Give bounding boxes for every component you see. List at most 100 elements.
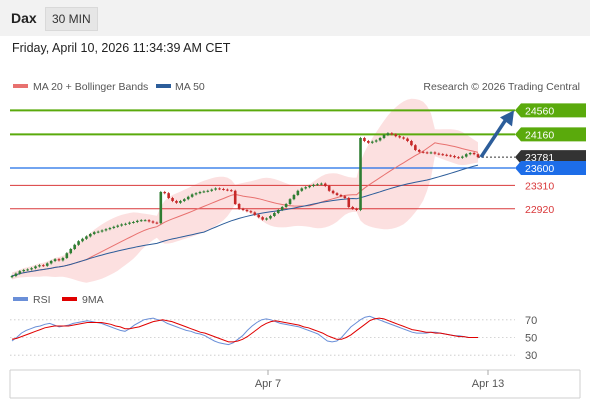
timeframe-button[interactable]: 30 MIN bbox=[45, 7, 98, 31]
candle-body bbox=[280, 207, 284, 210]
candle-body bbox=[378, 138, 382, 141]
candle-body bbox=[406, 138, 409, 141]
candle-body bbox=[433, 152, 437, 154]
candle-body bbox=[394, 134, 398, 137]
candle-body bbox=[151, 221, 155, 223]
candle-body bbox=[89, 234, 92, 237]
level-label-23310: 23310 bbox=[525, 180, 554, 192]
x-tick-label-apr13: Apr 13 bbox=[472, 378, 504, 390]
level-box-24160 bbox=[515, 127, 586, 142]
candle-body bbox=[77, 241, 80, 245]
level-label-24560: 24560 bbox=[525, 105, 554, 117]
ma20-line bbox=[11, 142, 479, 277]
level-label-23600: 23600 bbox=[525, 163, 554, 175]
candle-body bbox=[437, 153, 441, 155]
candle-body bbox=[257, 214, 261, 218]
candle-body bbox=[202, 191, 206, 193]
candle-body bbox=[261, 217, 264, 220]
x-tick-label-apr7: Apr 7 bbox=[255, 378, 281, 390]
candle-body bbox=[421, 151, 425, 153]
candle-body bbox=[136, 220, 139, 222]
candle-body bbox=[30, 268, 33, 270]
candle-body bbox=[112, 226, 116, 228]
candle-body bbox=[323, 183, 327, 186]
candle-body bbox=[339, 195, 343, 197]
level-box-24560 bbox=[515, 103, 586, 118]
rsi-tick-label-30: 30 bbox=[525, 350, 537, 362]
candle-body bbox=[61, 258, 65, 261]
candle-body bbox=[292, 195, 296, 200]
ma20-legend-swatch bbox=[13, 84, 28, 88]
candle-body bbox=[132, 222, 135, 223]
bollinger-band-area bbox=[12, 98, 478, 283]
candle-body bbox=[269, 216, 272, 219]
candle-body bbox=[390, 133, 394, 135]
candle-body bbox=[65, 253, 69, 258]
candle-body bbox=[194, 193, 198, 195]
candle-body bbox=[218, 188, 221, 190]
moving-averages bbox=[11, 142, 479, 277]
candle-body bbox=[190, 194, 194, 197]
candle-body bbox=[476, 154, 480, 158]
candle-body bbox=[69, 249, 73, 254]
candle-body bbox=[241, 208, 245, 210]
rsi-legend: RSI 9MA bbox=[13, 294, 104, 306]
candle-body bbox=[363, 138, 366, 141]
candle-body bbox=[402, 137, 405, 139]
candle-body bbox=[128, 222, 131, 224]
candle-body bbox=[441, 154, 445, 156]
candle-body bbox=[14, 273, 18, 276]
ma50-line bbox=[11, 164, 479, 277]
candle-body bbox=[57, 259, 61, 261]
candle-body bbox=[96, 231, 100, 233]
candle-body bbox=[104, 229, 108, 231]
rsi-legend-swatch bbox=[13, 297, 28, 301]
rsi-line bbox=[11, 315, 478, 346]
candle-body bbox=[210, 189, 214, 191]
candle-body bbox=[370, 141, 374, 143]
price-levels bbox=[10, 109, 515, 210]
candle-body bbox=[171, 198, 174, 201]
candle-body bbox=[198, 192, 202, 194]
candle-body bbox=[163, 192, 167, 194]
candle-body bbox=[108, 228, 112, 230]
candle-body bbox=[265, 218, 268, 220]
candle-body bbox=[139, 220, 143, 222]
bollinger-band bbox=[12, 98, 478, 283]
candle-body bbox=[429, 152, 433, 154]
main-legend: MA 20 + Bollinger Bands MA 50 Research ©… bbox=[13, 81, 580, 93]
candle-body bbox=[253, 212, 257, 215]
candle-body bbox=[22, 270, 26, 272]
rsi-legend-label: RSI bbox=[33, 294, 51, 306]
level-box-23600 bbox=[515, 161, 586, 175]
candle-body bbox=[335, 193, 339, 195]
candle-body bbox=[81, 238, 84, 242]
candle-body bbox=[85, 236, 88, 239]
candle-body bbox=[175, 201, 178, 203]
candle-body bbox=[320, 183, 323, 185]
candle-body bbox=[351, 207, 354, 209]
candle-body bbox=[464, 154, 468, 157]
candle-body bbox=[42, 265, 45, 267]
candle-body bbox=[229, 190, 233, 192]
level-label-24160: 24160 bbox=[525, 129, 554, 141]
candle-body bbox=[18, 271, 22, 274]
candle-body bbox=[245, 210, 249, 212]
candle-body bbox=[155, 222, 159, 224]
candle-body bbox=[445, 154, 448, 156]
candle-body bbox=[38, 265, 41, 267]
candle-body bbox=[92, 232, 96, 234]
candle-body bbox=[120, 224, 123, 226]
candle-body bbox=[45, 263, 49, 266]
rsi-ma-line bbox=[11, 317, 478, 343]
candle-body bbox=[273, 213, 276, 216]
candle-body bbox=[10, 276, 14, 278]
candle-body bbox=[233, 190, 237, 204]
candle-body bbox=[284, 204, 288, 207]
rsi-tick-label-70: 70 bbox=[525, 315, 537, 327]
candle-body bbox=[143, 220, 147, 222]
candle-body bbox=[367, 141, 370, 143]
rsi-ma-legend-swatch bbox=[62, 297, 77, 301]
